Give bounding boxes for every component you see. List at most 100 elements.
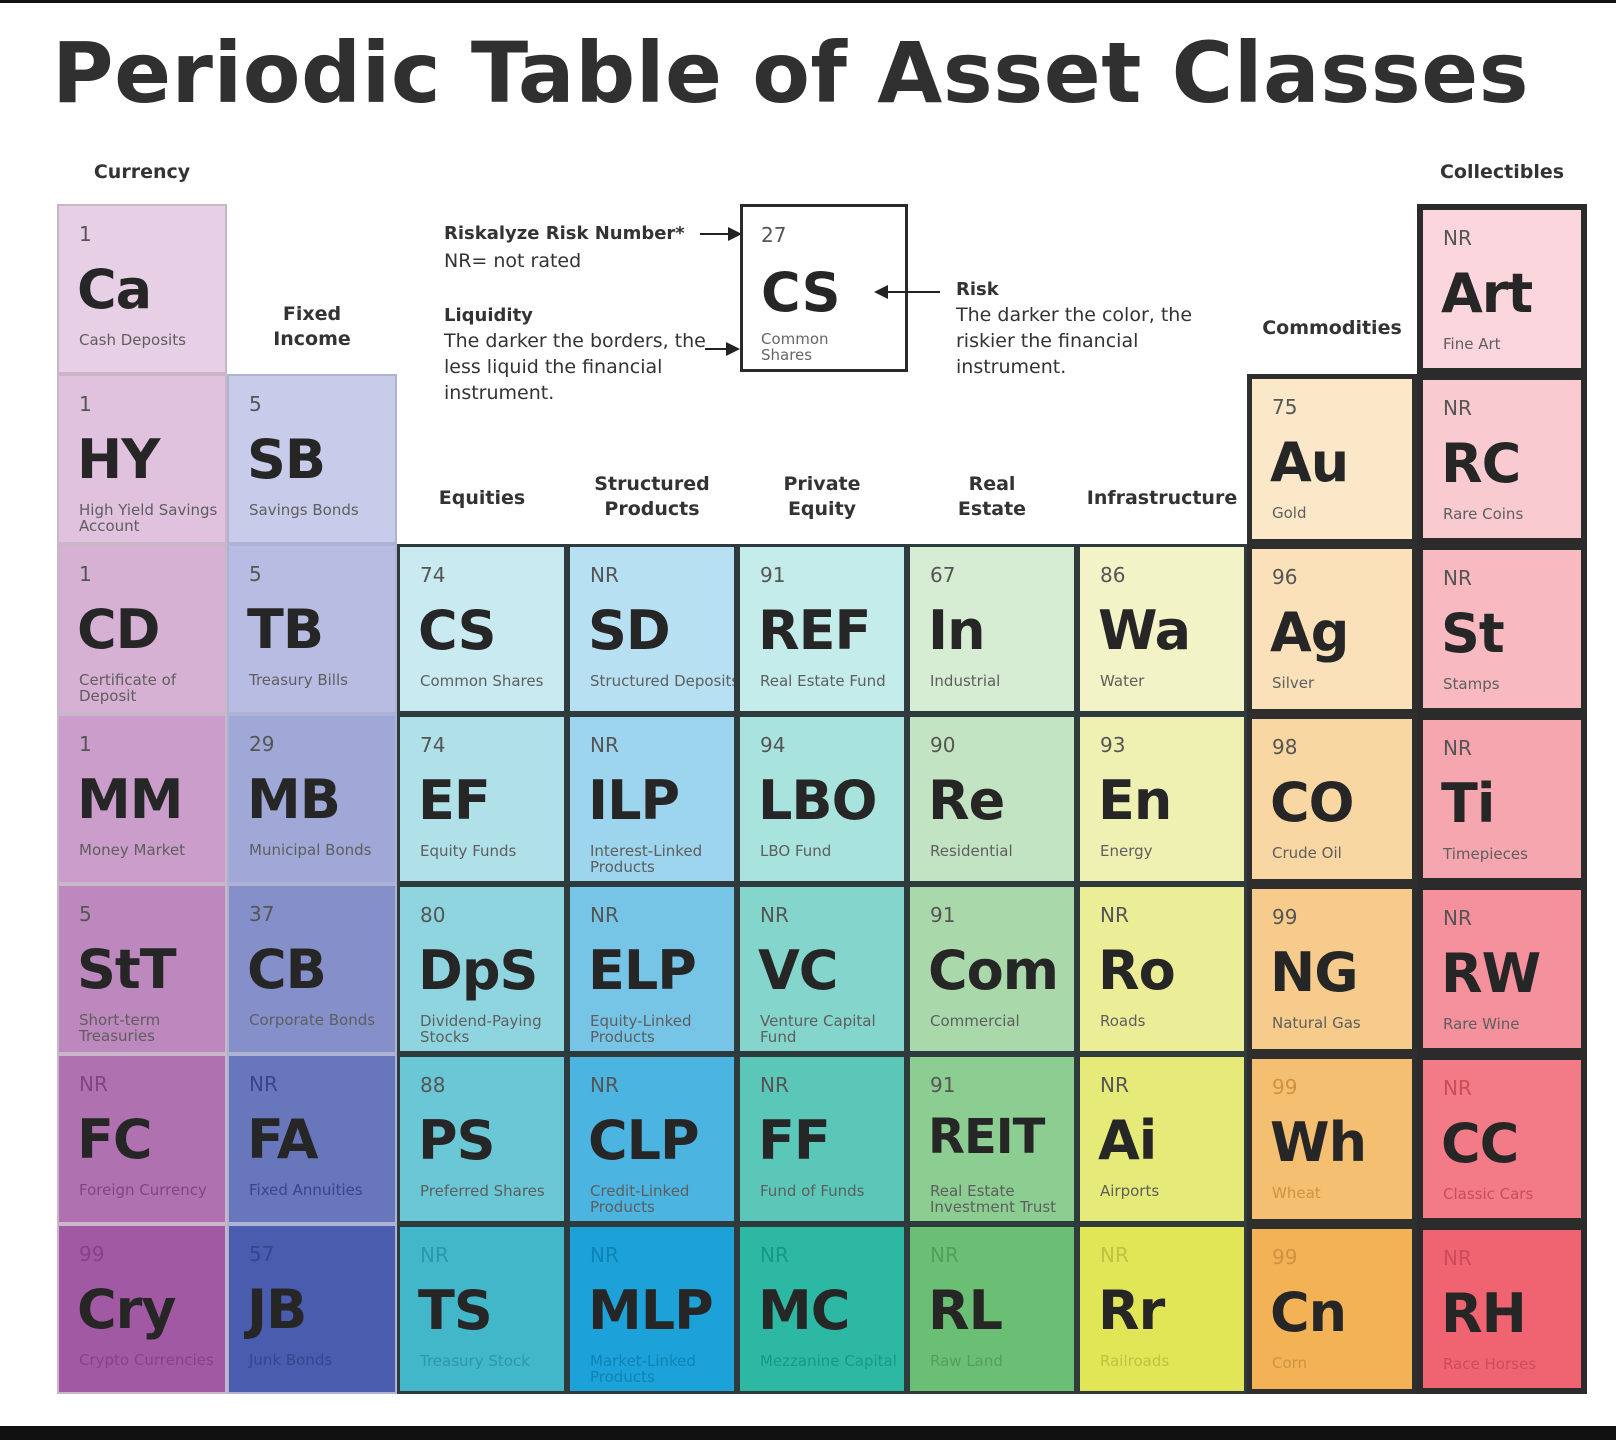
cell-name: Common Shares	[420, 672, 544, 690]
cell-sd: NR SD Structured Deposits	[567, 544, 737, 714]
cell-name: Short-term Treasuries	[79, 1011, 161, 1045]
cell-symbol: Com	[928, 939, 1059, 1002]
cell-name: Race Horses	[1443, 1355, 1537, 1373]
cell-symbol: CB	[247, 938, 327, 1001]
cell-symbol: Ca	[77, 258, 152, 321]
cell-name: Stamps	[1443, 675, 1500, 693]
legend-arrow-number	[700, 233, 730, 235]
cell-risk-number: 94	[760, 733, 786, 757]
cell-symbol: LBO	[758, 769, 877, 832]
cell-name: Roads	[1100, 1012, 1146, 1030]
cell-risk-number: NR	[1443, 566, 1472, 590]
cell-name: Structured Deposits	[590, 672, 737, 690]
cell-symbol: ILP	[588, 769, 680, 832]
cell-risk-number: NR	[930, 1243, 959, 1267]
cell-name: Water	[1100, 672, 1145, 690]
cell-name: Real Estate Investment Trust	[930, 1182, 1057, 1216]
header-currency: Currency	[93, 161, 191, 183]
header-fixed-income: Fixed Income	[273, 303, 351, 350]
cell-name: Money Market	[79, 841, 186, 859]
cell-name: Treasury Bills	[249, 671, 348, 689]
cell-name: Residential	[930, 842, 1013, 860]
cell-symbol: RW	[1441, 942, 1541, 1005]
cell-name: Treasury Stock	[420, 1352, 530, 1370]
cell-name: Classic Cars	[1443, 1185, 1534, 1203]
cell-name: Real Estate Fund	[760, 672, 886, 690]
header-private-equity: Private Equity	[783, 473, 861, 520]
cell-risk-number: 80	[420, 903, 446, 927]
cell-symbol: Cn	[1270, 1281, 1347, 1344]
cell-name: Commercial	[930, 1012, 1020, 1030]
cell-ef: 74 EF Equity Funds	[397, 714, 567, 884]
legend-liquidity-text: The darker the borders, the less liquid …	[444, 330, 706, 404]
cell-symbol: CD	[77, 598, 160, 661]
cell-symbol: Cry	[77, 1278, 176, 1341]
cell-name: Junk Bonds	[249, 1351, 333, 1369]
cell-risk-number: NR	[420, 1243, 449, 1267]
legend-arrowhead-number	[728, 227, 742, 241]
cell-name: Crude Oil	[1272, 844, 1342, 862]
cell-symbol: REF	[758, 599, 871, 662]
cell-symbol: SB	[247, 428, 326, 491]
legend-example-name: Common Shares	[761, 330, 829, 364]
cell-name: Interest-Linked Products	[590, 842, 703, 876]
cell-lbo: 94 LBO LBO Fund	[737, 714, 907, 884]
cell-ps: 88 PS Preferred Shares	[397, 1054, 567, 1224]
legend-arrow-risk	[886, 291, 940, 293]
cell-mc: NR MC Mezzanine Capital	[737, 1224, 907, 1394]
cell-name: Raw Land	[930, 1352, 1003, 1370]
cell-ro: NR Ro Roads	[1077, 884, 1247, 1054]
top-border	[0, 0, 1616, 3]
cell-name: Certificate of Deposit	[79, 671, 177, 705]
cell-cc: NR CC Classic Cars	[1417, 1054, 1587, 1224]
cell-name: LBO Fund	[760, 842, 832, 860]
cell-risk-number: NR	[1443, 226, 1472, 250]
cell-symbol: SD	[588, 599, 671, 662]
cell-risk-number: 1	[79, 732, 92, 756]
cell-symbol: JB	[247, 1278, 307, 1341]
cell-elp: NR ELP Equity-Linked Products	[567, 884, 737, 1054]
legend-arrowhead-liquidity	[726, 342, 740, 356]
cell-name: Railroads	[1100, 1352, 1170, 1370]
cell-jb: 57 JB Junk Bonds	[227, 1224, 397, 1394]
cell-risk-number: 91	[760, 563, 786, 587]
cell-name: Dividend-Paying Stocks	[420, 1012, 542, 1046]
cell-risk-number: 1	[79, 222, 92, 246]
cell-symbol: TS	[418, 1279, 493, 1342]
cell-rh: NR RH Race Horses	[1417, 1224, 1587, 1394]
cell-risk-number: NR	[79, 1072, 108, 1096]
cell-symbol: EF	[418, 769, 491, 832]
legend-risk-text: The darker the color, the riskier the fi…	[956, 304, 1193, 378]
cell-st: NR St Stamps	[1417, 544, 1587, 714]
cell-risk-number: 99	[79, 1242, 105, 1266]
cell-symbol: MB	[247, 768, 341, 831]
cell-name: Venture Capital Fund	[760, 1012, 876, 1046]
cell-symbol: RL	[928, 1279, 1003, 1342]
cell-risk-number: 37	[249, 902, 275, 926]
cell-vc: NR VC Venture Capital Fund	[737, 884, 907, 1054]
cell-symbol: In	[928, 599, 986, 662]
cell-name: Crypto Currencies	[79, 1351, 214, 1369]
cell-symbol: Wa	[1098, 599, 1191, 662]
cell-risk-number: 99	[1272, 1245, 1298, 1269]
cell-risk-number: NR	[1443, 396, 1472, 420]
cell-name: Natural Gas	[1272, 1014, 1361, 1032]
cell-ilp: NR ILP Interest-Linked Products	[567, 714, 737, 884]
header-structured-products: Structured Products	[594, 473, 710, 520]
legend-liquidity-label: Liquidity	[444, 305, 533, 326]
cell-name: Airports	[1100, 1182, 1160, 1200]
cell-name: Wheat	[1272, 1184, 1321, 1202]
cell-name: Equity-Linked Products	[590, 1012, 692, 1046]
cell-name: Corporate Bonds	[249, 1011, 376, 1029]
page-title: Periodic Table of Asset Classes	[52, 24, 1530, 122]
cell-risk-number: 93	[1100, 733, 1126, 757]
cell-rw: NR RW Rare Wine	[1417, 884, 1587, 1054]
cell-symbol: Rr	[1098, 1279, 1165, 1342]
cell-risk-number: 90	[930, 733, 956, 757]
cell-risk-number: 5	[79, 902, 92, 926]
cell-cs: 74 CS Common Shares	[397, 544, 567, 714]
cell-risk-number: NR	[590, 733, 619, 757]
cell-risk-number: NR	[760, 903, 789, 927]
cell-name: Equity Funds	[420, 842, 517, 860]
